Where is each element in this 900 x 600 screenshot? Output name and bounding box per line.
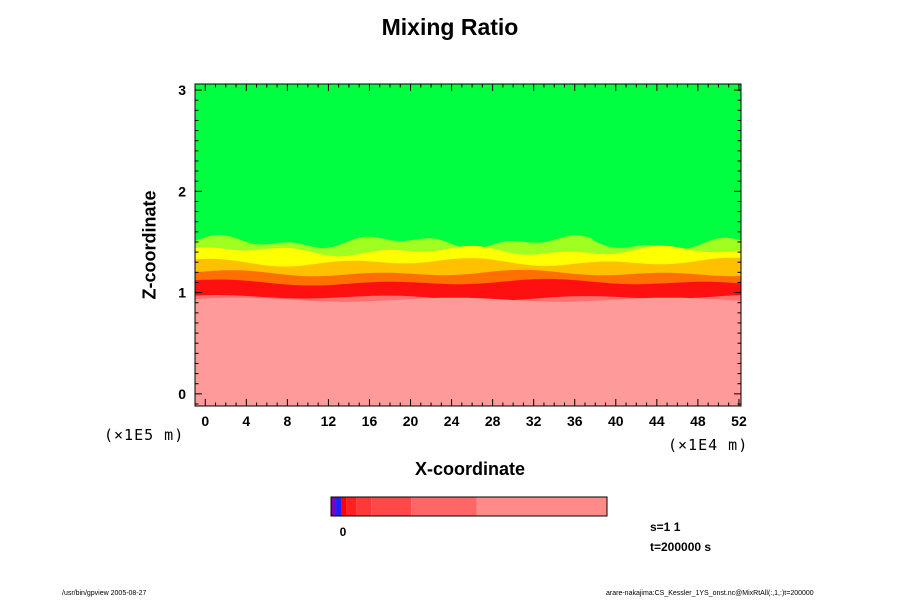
footer-source: arare-nakajima:CS_Kessler_1YS_onst.nc@Mi… — [606, 590, 814, 597]
x-tick-label: 48 — [690, 413, 706, 429]
colorbar-tick-label: 0 — [340, 525, 347, 539]
x-tick-label: 52 — [731, 413, 747, 429]
colorbar-frame — [330, 496, 608, 517]
x-tick-label: 20 — [403, 413, 419, 429]
x-tick-label: 12 — [321, 413, 337, 429]
colorbar-segment-1 — [336, 497, 342, 516]
x-tick-label: 0 — [201, 413, 209, 429]
y-tick-label: 2 — [178, 183, 186, 199]
colorbar-segment-4 — [356, 497, 372, 516]
y-tick-label: 0 — [178, 386, 186, 402]
x-tick-label: 32 — [526, 413, 542, 429]
colorbar-segment-7 — [476, 497, 607, 516]
colorbar-segment-3 — [346, 497, 357, 516]
lower-layer — [195, 297, 741, 406]
x-tick-label: 16 — [362, 413, 378, 429]
colorbar-segment-2 — [341, 497, 347, 516]
y-tick-label: 1 — [178, 285, 186, 301]
x-axis-scale-note: (×1E4 m) — [668, 436, 749, 454]
plot-frame — [194, 83, 742, 407]
colorbar: 0 — [330, 496, 608, 539]
x-tick-label: 24 — [444, 413, 460, 429]
x-tick-label: 36 — [567, 413, 583, 429]
heatmap-field — [195, 84, 741, 406]
colorbar-segment-0 — [331, 497, 337, 516]
y-tick-label: 3 — [178, 82, 186, 98]
colorbar-segment-6 — [411, 497, 477, 516]
footer-command: /usr/bin/gpview 2005-08-27 — [62, 590, 147, 597]
time-info: t=200000 s — [650, 540, 712, 554]
step-info: s=1 1 — [650, 520, 681, 534]
x-tick-label: 44 — [649, 413, 665, 429]
colorbar-segment-5 — [371, 497, 412, 516]
x-tick-label: 40 — [608, 413, 624, 429]
chart-title: Mixing Ratio — [381, 14, 519, 40]
y-axis-scale-note: (×1E5 m) — [104, 426, 185, 444]
x-axis-label: X-coordinate — [414, 459, 525, 479]
x-tick-label: 8 — [283, 413, 291, 429]
x-tick-label: 28 — [485, 413, 501, 429]
x-tick-label: 4 — [242, 413, 250, 429]
